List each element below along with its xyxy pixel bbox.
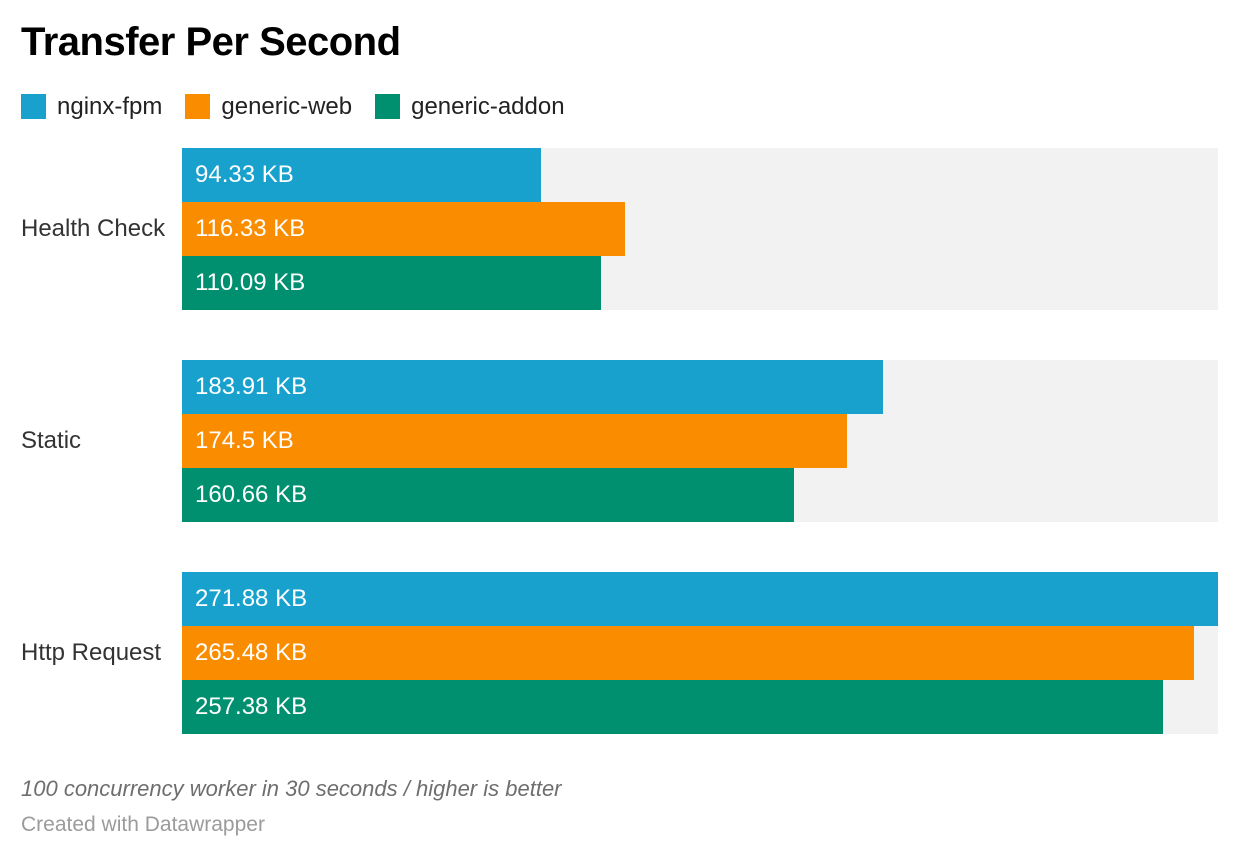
bar-generic-web: 265.48 KB <box>182 626 1194 680</box>
bar-nginx-fpm: 94.33 KB <box>182 148 542 202</box>
bar-value-label: 265.48 KB <box>195 639 308 666</box>
bar-track: 271.88 KB <box>182 572 1218 626</box>
bar-nginx-fpm: 271.88 KB <box>182 572 1218 626</box>
legend-swatch-icon <box>21 94 46 119</box>
legend-label: generic-web <box>221 93 353 120</box>
category-label: Http Request <box>21 639 162 666</box>
bar-generic-web: 116.33 KB <box>182 202 626 256</box>
bar-value-label: 183.91 KB <box>195 373 308 400</box>
bar-group: Health Check 94.33 KB 116.33 KB 110.09 KB <box>21 148 1218 310</box>
bar-track: 183.91 KB <box>182 360 1218 414</box>
category-label: Static <box>21 427 82 454</box>
bars-column: 183.91 KB 174.5 KB 160.66 KB <box>182 360 1218 522</box>
chart: Health Check 94.33 KB 116.33 KB 110.09 KB St… <box>21 148 1218 734</box>
bar-track: 110.09 KB <box>182 256 1218 310</box>
legend-swatch-icon <box>375 94 401 119</box>
attribution: Created with Datawrapper <box>21 813 265 836</box>
legend-swatch-icon <box>185 94 211 119</box>
bar-generic-web: 174.5 KB <box>182 414 847 468</box>
bar-generic-addon: 160.66 KB <box>182 468 795 522</box>
bar-generic-addon: 257.38 KB <box>182 680 1163 734</box>
chart-title: Transfer Per Second <box>21 20 401 64</box>
bar-generic-addon: 110.09 KB <box>182 256 602 310</box>
bar-nginx-fpm: 183.91 KB <box>182 360 883 414</box>
legend-label: nginx-fpm <box>57 93 163 120</box>
bar-group: Static 183.91 KB 174.5 KB 160.66 KB <box>21 360 1218 522</box>
bar-track: 160.66 KB <box>182 468 1218 522</box>
legend: nginx-fpm generic-web generic-addon <box>21 94 1218 119</box>
bar-value-label: 116.33 KB <box>195 215 306 242</box>
legend-item-nginx-fpm: nginx-fpm <box>21 94 162 119</box>
bar-value-label: 174.5 KB <box>195 427 294 454</box>
bar-track: 265.48 KB <box>182 626 1218 680</box>
bar-value-label: 257.38 KB <box>195 693 308 720</box>
legend-item-generic-addon: generic-addon <box>375 93 565 120</box>
footnote: 100 concurrency worker in 30 seconds / h… <box>21 776 562 801</box>
bar-track: 94.33 KB <box>182 148 1218 202</box>
bars-column: 271.88 KB 265.48 KB 257.38 KB <box>182 572 1218 734</box>
legend-item-generic-web: generic-web <box>185 94 352 119</box>
bars-column: 94.33 KB 116.33 KB 110.09 KB <box>182 148 1218 310</box>
legend-label: generic-addon <box>411 93 565 120</box>
bar-track: 116.33 KB <box>182 202 1218 256</box>
bar-value-label: 160.66 KB <box>195 481 308 508</box>
category-label: Health Check <box>21 215 166 242</box>
bar-value-label: 110.09 KB <box>195 269 306 296</box>
bar-group: Http Request 271.88 KB 265.48 KB 257.38 KB <box>21 572 1218 734</box>
bar-track: 174.5 KB <box>182 414 1218 468</box>
bar-value-label: 271.88 KB <box>195 585 308 612</box>
bar-track: 257.38 KB <box>182 680 1218 734</box>
bar-value-label: 94.33 KB <box>195 161 294 188</box>
